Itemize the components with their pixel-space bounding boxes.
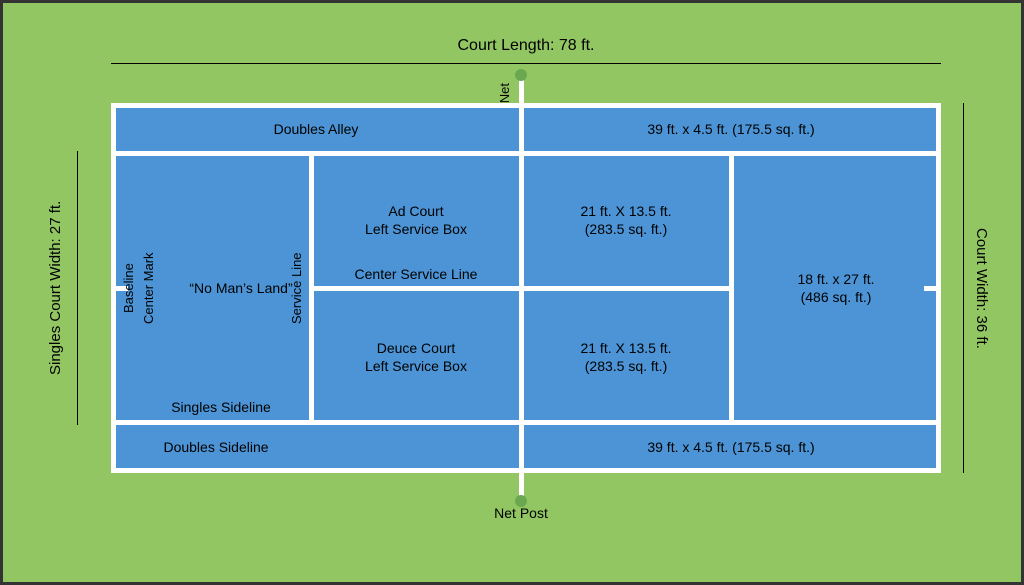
label-deuce-court: Deuce Court Left Service Box [316, 339, 516, 375]
label-singles-width: Singles Court Width: 27 ft. [47, 151, 64, 425]
label-service-box-dim-top: 21 ft. X 13.5 ft. (283.5 sq. ft.) [526, 202, 726, 238]
label-net-post: Net Post [461, 505, 581, 521]
label-alley-dim-top: 39 ft. x 4.5 ft. (175.5 sq. ft.) [581, 120, 881, 138]
label-center-service-line: Center Service Line [306, 265, 526, 283]
tennis-court-diagram: Court Length: 78 ft. Net Net Post Singles C… [0, 0, 1024, 585]
singles-sideline-top [116, 151, 936, 156]
label-court-length: Court Length: 78 ft. [111, 37, 941, 55]
label-doubles-alley: Doubles Alley [216, 120, 416, 138]
net-line [519, 75, 524, 501]
label-ad-court: Ad Court Left Service Box [316, 202, 516, 238]
dim-singles-width-line [77, 151, 78, 425]
label-baseline: Baseline [121, 228, 136, 348]
net-dot-top [515, 69, 527, 81]
label-singles-sideline: Singles Sideline [121, 398, 321, 416]
label-service-box-dim-bot: 21 ft. X 13.5 ft. (283.5 sq. ft.) [526, 339, 726, 375]
singles-sideline-bottom [116, 420, 936, 425]
service-line-right [729, 151, 734, 425]
label-court-width: Court Width: 36 ft. [973, 103, 990, 473]
dim-court-width-line [963, 103, 964, 473]
label-far-backcourt-dim: 18 ft. x 27 ft. (486 sq. ft.) [736, 270, 936, 306]
label-net: Net [497, 83, 512, 103]
dim-length-line [111, 63, 941, 64]
label-alley-dim-bot: 39 ft. x 4.5 ft. (175.5 sq. ft.) [581, 438, 881, 456]
label-doubles-sideline: Doubles Sideline [116, 438, 316, 456]
